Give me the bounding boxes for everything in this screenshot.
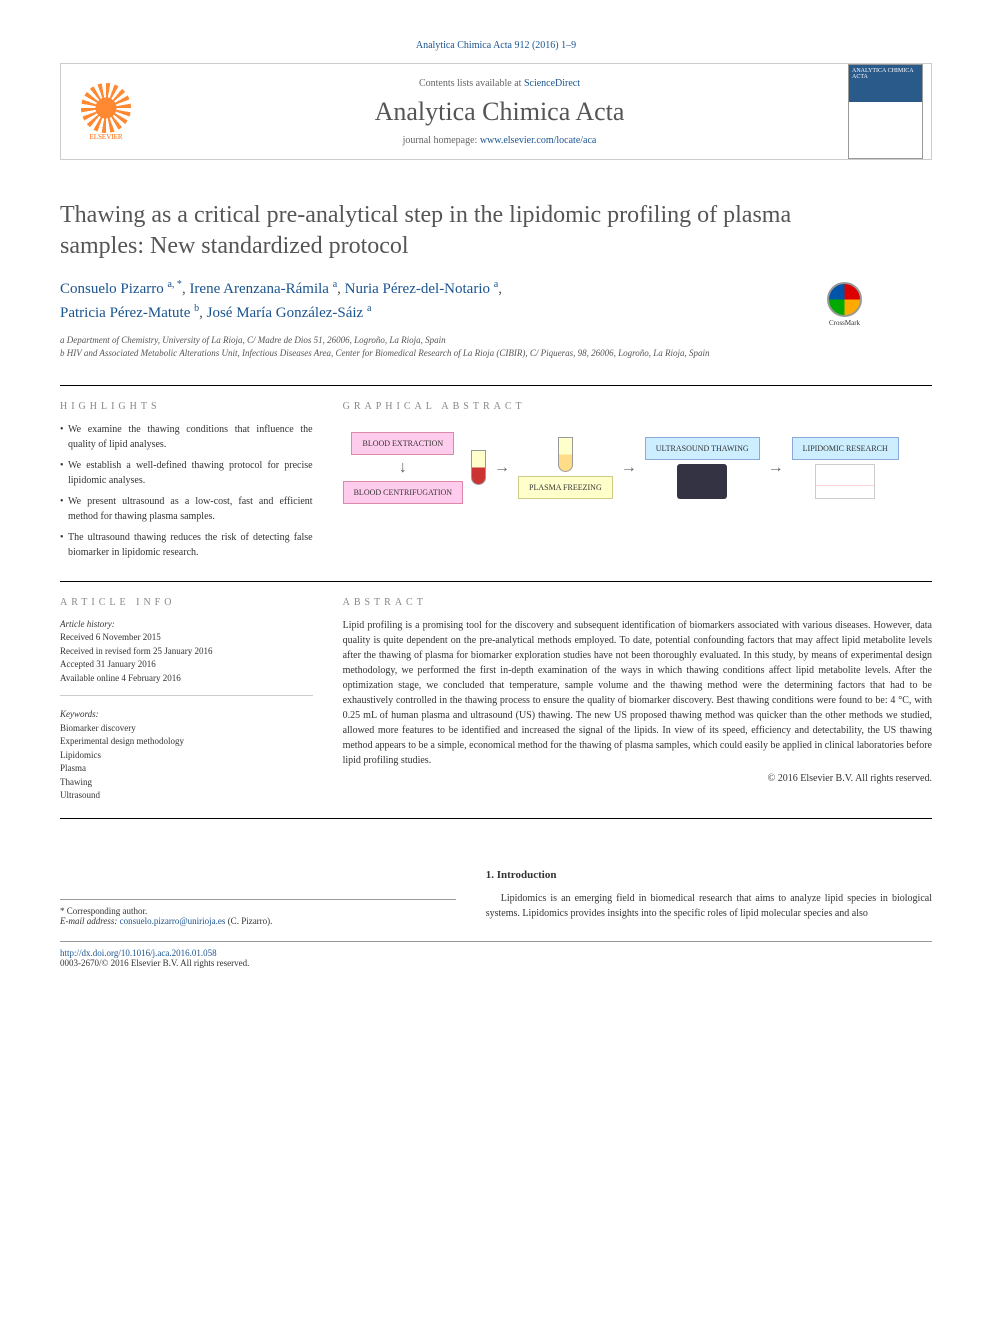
keywords-block: Keywords: Biomarker discovery Experiment… <box>60 708 313 803</box>
ga-ultrasound-device-icon <box>677 464 727 499</box>
intro-section: * Corresponding author. E-mail address: … <box>60 869 932 926</box>
received-date: Received 6 November 2015 <box>60 631 313 645</box>
highlights-label: HIGHLIGHTS <box>60 401 313 412</box>
author-4[interactable]: Patricia Pérez-Matute <box>60 305 190 321</box>
abstract-label: ABSTRACT <box>343 597 932 608</box>
keyword: Plasma <box>60 762 313 776</box>
highlights-graphical-row: HIGHLIGHTS We examine the thawing condit… <box>60 401 932 566</box>
graphical-abstract-diagram: BLOOD EXTRACTION ↓ BLOOD CENTRIFUGATION … <box>343 422 932 514</box>
author-4-sup: b <box>194 303 199 314</box>
ga-tube-icon <box>471 450 486 485</box>
article-info: Article history: Received 6 November 201… <box>60 618 313 803</box>
abstract-text: Lipid profiling is a promising tool for … <box>343 618 932 768</box>
keyword: Biomarker discovery <box>60 722 313 736</box>
keyword: Thawing <box>60 776 313 790</box>
doi-link[interactable]: http://dx.doi.org/10.1016/j.aca.2016.01.… <box>60 948 932 958</box>
author-2-sup: a <box>333 279 337 290</box>
page-footer: http://dx.doi.org/10.1016/j.aca.2016.01.… <box>60 941 932 968</box>
authors-list: Consuelo Pizarro a, *, Irene Arenzana-Rá… <box>60 277 932 324</box>
author-5[interactable]: José María González-Sáiz <box>207 305 364 321</box>
article-info-label: ARTICLE INFO <box>60 597 313 608</box>
highlights-column: HIGHLIGHTS We examine the thawing condit… <box>60 401 313 566</box>
contents-prefix: Contents lists available at <box>419 78 524 89</box>
arrow-right-icon: → <box>621 459 637 477</box>
online-date: Available online 4 February 2016 <box>60 672 313 686</box>
intro-heading: 1. Introduction <box>486 869 932 881</box>
journal-cover-thumbnail[interactable]: ANALYTICA CHIMICA ACTA <box>848 64 923 159</box>
ga-lipidomic-research: LIPIDOMIC RESEARCH <box>792 437 899 460</box>
email-link[interactable]: consuelo.pizarro@unirioja.es <box>120 916 226 926</box>
homepage-link[interactable]: www.elsevier.com/locate/aca <box>480 135 597 146</box>
elsevier-logo[interactable]: ELSEVIER <box>61 67 151 157</box>
divider <box>60 695 313 696</box>
divider <box>60 581 932 582</box>
keyword: Experimental design methodology <box>60 735 313 749</box>
revised-date: Received in revised form 25 January 2016 <box>60 645 313 659</box>
keyword: Lipidomics <box>60 749 313 763</box>
ga-plasma-freezing: PLASMA FREEZING <box>518 476 613 499</box>
journal-name: Analytica Chimica Acta <box>161 97 838 127</box>
keyword: Ultrasound <box>60 789 313 803</box>
arrow-down-icon: ↓ <box>399 459 407 477</box>
author-3-sup: a <box>494 279 498 290</box>
contents-line: Contents lists available at ScienceDirec… <box>161 78 838 89</box>
homepage-line: journal homepage: www.elsevier.com/locat… <box>161 135 838 146</box>
title-row: Thawing as a critical pre-analytical ste… <box>60 200 932 262</box>
highlight-item: We establish a well-defined thawing prot… <box>60 458 313 488</box>
crossmark-label: CrossMark <box>829 319 860 327</box>
highlight-item: The ultrasound thawing reduces the risk … <box>60 530 313 560</box>
header-center: Contents lists available at ScienceDirec… <box>151 68 848 156</box>
cover-label: ANALYTICA CHIMICA ACTA <box>852 68 913 80</box>
abstract-copyright: © 2016 Elsevier B.V. All rights reserved… <box>343 773 932 784</box>
author-1[interactable]: Consuelo Pizarro <box>60 281 164 297</box>
ga-blood-centrifugation: BLOOD CENTRIFUGATION <box>343 481 463 504</box>
info-abstract-row: ARTICLE INFO Article history: Received 6… <box>60 597 932 803</box>
affiliation-b: b HIV and Associated Metabolic Alteratio… <box>60 347 932 360</box>
intro-text: Lipidomics is an emerging field in biome… <box>486 891 932 921</box>
header-citation: Analytica Chimica Acta 912 (2016) 1–9 <box>60 40 932 51</box>
crossmark-badge[interactable]: CrossMark <box>817 277 872 332</box>
highlight-item: We examine the thawing conditions that i… <box>60 422 313 452</box>
intro-columns: * Corresponding author. E-mail address: … <box>60 869 932 926</box>
article-info-column: ARTICLE INFO Article history: Received 6… <box>60 597 313 803</box>
elsevier-label: ELSEVIER <box>89 133 122 141</box>
divider <box>60 385 932 386</box>
affiliations: a Department of Chemistry, University of… <box>60 334 932 359</box>
highlights-list: We examine the thawing conditions that i… <box>60 422 313 560</box>
issn-copyright: 0003-2670/© 2016 Elsevier B.V. All right… <box>60 958 932 968</box>
keywords-label: Keywords: <box>60 708 313 722</box>
corresponding-name: (C. Pizarro). <box>225 916 272 926</box>
highlight-item: We present ultrasound as a low-cost, fas… <box>60 494 313 524</box>
corresponding-author: * Corresponding author. E-mail address: … <box>60 899 456 926</box>
graphical-abstract-column: GRAPHICAL ABSTRACT BLOOD EXTRACTION ↓ BL… <box>343 401 932 566</box>
intro-left-column: * Corresponding author. E-mail address: … <box>60 869 456 926</box>
intro-right-column: 1. Introduction Lipidomics is an emergin… <box>486 869 932 926</box>
email-label: E-mail address: <box>60 916 120 926</box>
article-title: Thawing as a critical pre-analytical ste… <box>60 200 932 262</box>
arrow-right-icon: → <box>768 459 784 477</box>
accepted-date: Accepted 31 January 2016 <box>60 658 313 672</box>
ga-chart-icon <box>815 464 875 499</box>
homepage-prefix: journal homepage: <box>403 135 480 146</box>
graphical-abstract-label: GRAPHICAL ABSTRACT <box>343 401 932 412</box>
ga-ultrasound-thawing: ULTRASOUND THAWING <box>645 437 760 460</box>
journal-header: ELSEVIER Contents lists available at Sci… <box>60 63 932 160</box>
history-label: Article history: <box>60 618 313 632</box>
elsevier-tree-icon <box>81 83 131 133</box>
author-5-sup: a <box>367 303 371 314</box>
affiliation-a: a Department of Chemistry, University of… <box>60 334 932 347</box>
arrow-right-icon: → <box>494 459 510 477</box>
ga-blood-extraction: BLOOD EXTRACTION <box>351 432 454 455</box>
author-1-sup: a, * <box>167 279 181 290</box>
divider <box>60 818 932 819</box>
crossmark-icon <box>827 282 862 317</box>
sciencedirect-link[interactable]: ScienceDirect <box>524 78 580 89</box>
author-3[interactable]: Nuria Pérez-del-Notario <box>345 281 490 297</box>
author-2[interactable]: Irene Arenzana-Rámila <box>189 281 329 297</box>
abstract-column: ABSTRACT Lipid profiling is a promising … <box>343 597 932 803</box>
ga-plasma-tube-icon <box>558 437 573 472</box>
corresponding-label: * Corresponding author. <box>60 906 456 916</box>
